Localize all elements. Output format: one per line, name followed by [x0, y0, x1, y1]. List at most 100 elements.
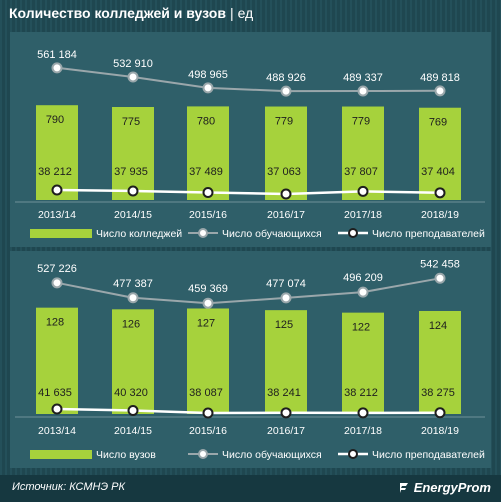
university-teachers-point [434, 407, 446, 419]
university-bar [36, 307, 78, 414]
university-teachers-point [127, 404, 139, 416]
university-teachers-point [202, 407, 214, 419]
colleges-panel: 790 775 780 779 779 769 2013/14 2014/15 2015/16 2… [10, 32, 491, 247]
university-students-point [434, 272, 446, 284]
college-bar [419, 107, 461, 200]
university-teachers-line [56, 407, 441, 415]
legend: Число вузов Число обучающихся Число препод… [30, 449, 485, 461]
colleges-chart: 790 775 780 779 779 769 2013/14 2014/15 2015/16 2… [15, 49, 485, 240]
chart-title: Количество колледжей и вузов | ед [9, 5, 253, 25]
legend-teachers-swatch-dot [348, 228, 358, 238]
university-bar-label: 128 [46, 317, 64, 329]
college-students-label: 561 184 [37, 49, 77, 61]
university-bar-label: 126 [122, 318, 140, 330]
college-teachers-point [202, 187, 214, 199]
legend-teachers-label: Число преподавателей [372, 228, 485, 240]
college-students-label: 532 910 [113, 58, 153, 70]
college-bar-label: 779 [275, 116, 293, 128]
x-tick-label: 2013/14 [38, 209, 76, 221]
title-separator: | [229, 5, 234, 21]
university-teachers-label: 41 635 [38, 387, 72, 399]
college-teachers-line [56, 188, 441, 196]
college-bar-label: 769 [429, 117, 447, 129]
legend-bar-label: Число колледжей [96, 228, 182, 240]
x-tick-label: 2013/14 [38, 425, 76, 437]
college-teachers-label: 37 063 [267, 166, 301, 178]
university-bar-label: 122 [352, 322, 370, 334]
university-bar-label: 125 [275, 319, 293, 331]
x-tick-label: 2015/16 [189, 209, 227, 221]
college-teachers-label: 37 935 [114, 166, 148, 178]
x-tick-label: 2018/19 [421, 425, 459, 437]
university-students-point [357, 286, 369, 298]
college-teachers-point [51, 184, 63, 196]
university-students-line [56, 277, 441, 305]
legend-teachers-swatch-dot [348, 449, 358, 459]
universities-panel: 128 126 127 125 122 124 2013/14 2014/15 2015/16 2… [10, 251, 491, 468]
title-unit: ед [237, 5, 254, 21]
college-teachers-label: 37 404 [421, 166, 455, 178]
legend-teachers-label: Число преподавателей [372, 449, 485, 461]
university-teachers-label: 38 275 [421, 387, 455, 399]
college-bar-label: 790 [46, 114, 64, 126]
university-bar [265, 310, 307, 414]
college-students-point [127, 71, 139, 83]
college-students-label: 498 965 [188, 69, 228, 81]
university-bar-label: 127 [197, 317, 215, 329]
college-students-point [434, 85, 446, 97]
logo-text: EnergyProm [413, 480, 491, 495]
footer: Источник: КСМНЭ РК EnergyProm [0, 475, 501, 502]
college-bar-label: 779 [352, 116, 370, 128]
x-tick-label: 2017/18 [344, 209, 382, 221]
legend: Число колледжей Число обучающихся Число пр… [30, 228, 485, 240]
university-bar [112, 309, 154, 414]
college-students-label: 489 337 [343, 72, 383, 84]
title-text: Количество колледжей и вузов [9, 5, 226, 21]
college-students-point [51, 62, 63, 74]
college-teachers-label: 37 489 [189, 166, 223, 178]
university-teachers-label: 40 320 [114, 387, 148, 399]
logo-mark-icon [399, 482, 408, 493]
x-tick-label: 2014/15 [114, 425, 152, 437]
university-students-label: 527 226 [37, 263, 77, 275]
brand-logo: EnergyProm [398, 480, 491, 495]
university-students-label: 496 209 [343, 272, 383, 284]
legend-bar-swatch [30, 229, 92, 238]
source-text: Источник: КСМНЭ РК [12, 481, 125, 493]
university-teachers-point [357, 407, 369, 419]
university-students-point [51, 277, 63, 289]
legend-bar-swatch [30, 450, 92, 459]
college-teachers-label: 37 807 [344, 166, 378, 178]
college-teachers-point [127, 185, 139, 197]
legend-students-label: Число обучающихся [222, 228, 322, 240]
x-tick-label: 2015/16 [189, 425, 227, 437]
university-teachers-label: 38 212 [344, 387, 378, 399]
x-tick-label: 2016/17 [267, 425, 305, 437]
university-bar [342, 312, 384, 414]
college-teachers-point [280, 188, 292, 200]
x-tick-label: 2016/17 [267, 209, 305, 221]
university-students-point [127, 292, 139, 304]
college-bar-label: 780 [197, 115, 215, 127]
legend-bar-label: Число вузов [96, 449, 156, 461]
college-bar [187, 106, 229, 200]
university-students-point [280, 292, 292, 304]
legend-students-swatch-dot [198, 449, 208, 459]
university-students-label: 542 458 [420, 258, 460, 270]
university-teachers-label: 38 241 [267, 387, 301, 399]
college-bar [36, 105, 78, 200]
university-students-point [202, 297, 214, 309]
university-teachers-point [51, 403, 63, 415]
x-tick-label: 2017/18 [344, 425, 382, 437]
college-bar [342, 106, 384, 200]
university-bar [419, 310, 461, 414]
x-tick-label: 2018/19 [421, 209, 459, 221]
college-teachers-point [357, 185, 369, 197]
college-bar [265, 106, 307, 200]
university-students-label: 477 387 [113, 278, 153, 290]
college-bar [112, 107, 154, 200]
x-tick-label: 2014/15 [114, 209, 152, 221]
university-teachers-point [280, 407, 292, 419]
universities-chart: 128 126 127 125 122 124 2013/14 2014/15 2015/16 2… [15, 258, 485, 461]
college-teachers-point [434, 187, 446, 199]
